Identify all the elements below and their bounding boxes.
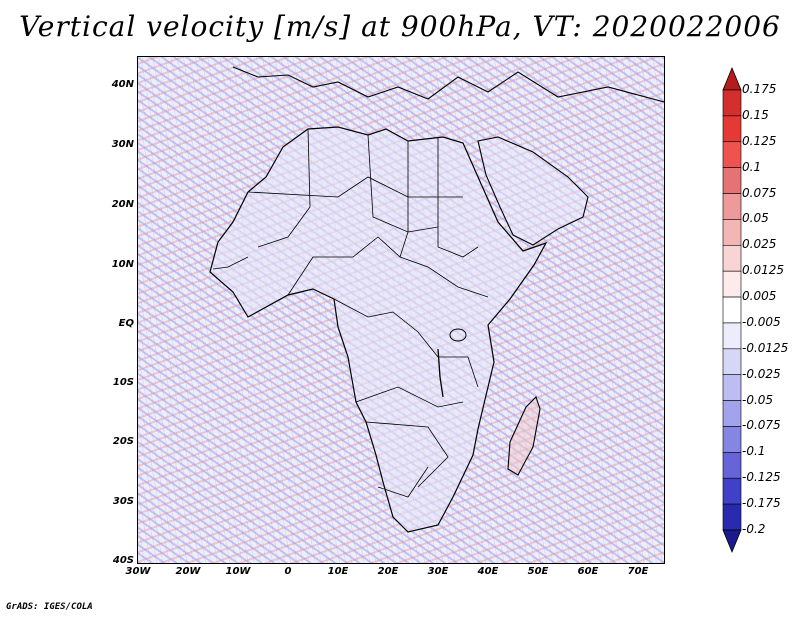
colorbar-tick-label: -0.1 xyxy=(742,444,766,459)
colorbar-tick-label: -0.05 xyxy=(742,392,774,407)
colorbar-segment xyxy=(722,348,742,376)
colorbar-tick-label: -0.125 xyxy=(742,470,781,485)
colorbar-segment xyxy=(722,322,742,350)
lon-label: 30E xyxy=(427,566,449,577)
colorbar-tick-label: -0.025 xyxy=(742,366,781,381)
europe-coast xyxy=(232,66,664,103)
colorbar-segment xyxy=(722,219,742,246)
lake-victoria xyxy=(449,328,467,342)
lat-label: 30N xyxy=(111,139,134,150)
colorbar-tick-label: 0.005 xyxy=(742,289,777,304)
colorbar-segment xyxy=(722,400,742,427)
colorbar-tick-label: 0.15 xyxy=(742,107,769,122)
colorbar-segment xyxy=(722,296,742,324)
colorbar-segment xyxy=(722,244,742,272)
plot-title: Vertical velocity [m/s] at 900hPa, VT: 2… xyxy=(19,10,781,43)
colorbar-segment xyxy=(722,66,742,91)
lat-label: 10S xyxy=(112,377,134,388)
lat-label: 40S xyxy=(112,555,134,566)
lat-label: 20N xyxy=(111,199,134,210)
grads-credit: GrADS: IGES/COLA xyxy=(6,602,93,612)
colorbar-segment xyxy=(722,115,742,143)
colorbar-tick-label: 0.1 xyxy=(742,159,762,174)
arabian-peninsula xyxy=(477,136,589,246)
colorbar-segment xyxy=(722,374,742,401)
colorbar-segment xyxy=(722,141,742,168)
lon-label: 20W xyxy=(175,566,201,577)
lat-label: 20S xyxy=(112,436,134,447)
colorbar-segment xyxy=(722,477,742,505)
colorbar-tick-label: 0.125 xyxy=(742,133,777,148)
colorbar-tick-label: -0.175 xyxy=(742,496,781,511)
colorbar-segment xyxy=(722,503,742,531)
colorbar-tick-label: 0.05 xyxy=(742,211,769,226)
colorbar-tick-label: -0.075 xyxy=(742,418,781,433)
colorbar-segment xyxy=(722,270,742,298)
map-panel xyxy=(137,56,665,564)
colorbar-segment xyxy=(722,452,742,479)
colorbar-tick-label: -0.005 xyxy=(742,314,781,329)
lon-label: 70E xyxy=(627,566,649,577)
lon-label: 20E xyxy=(377,566,399,577)
colorbar-segment xyxy=(722,529,742,554)
colorbar-tick-label: 0.025 xyxy=(742,237,777,252)
lon-label: 60E xyxy=(577,566,599,577)
colorbar-tick-label: 0.0125 xyxy=(742,263,784,278)
lat-label: 40N xyxy=(111,79,134,90)
lon-label: 10W xyxy=(225,566,251,577)
country-borders xyxy=(212,128,489,498)
lon-label: 0 xyxy=(284,566,292,577)
lon-label: 40E xyxy=(477,566,499,577)
colorbar-segment xyxy=(722,426,742,453)
lon-label: 10E xyxy=(327,566,349,577)
colorbar-tick-label: -0.2 xyxy=(742,522,766,536)
colorbar-tick-label: 0.075 xyxy=(742,185,777,200)
lat-label: 30S xyxy=(112,496,134,507)
madagascar xyxy=(507,395,541,476)
colorbar-segment xyxy=(722,167,742,194)
colorbar xyxy=(722,66,742,554)
colorbar-segment xyxy=(722,89,742,117)
colorbar-tick-label: 0.175 xyxy=(742,82,777,96)
colorbar-segment xyxy=(722,193,742,220)
lon-label: 30W xyxy=(125,566,151,577)
lat-label: 10N xyxy=(111,259,134,270)
lake-tanganyika xyxy=(437,348,444,398)
colorbar-tick-label: -0.0125 xyxy=(742,340,789,355)
lon-label: 50E xyxy=(527,566,549,577)
lat-label: EQ xyxy=(118,318,134,329)
africa-outline xyxy=(209,66,664,533)
